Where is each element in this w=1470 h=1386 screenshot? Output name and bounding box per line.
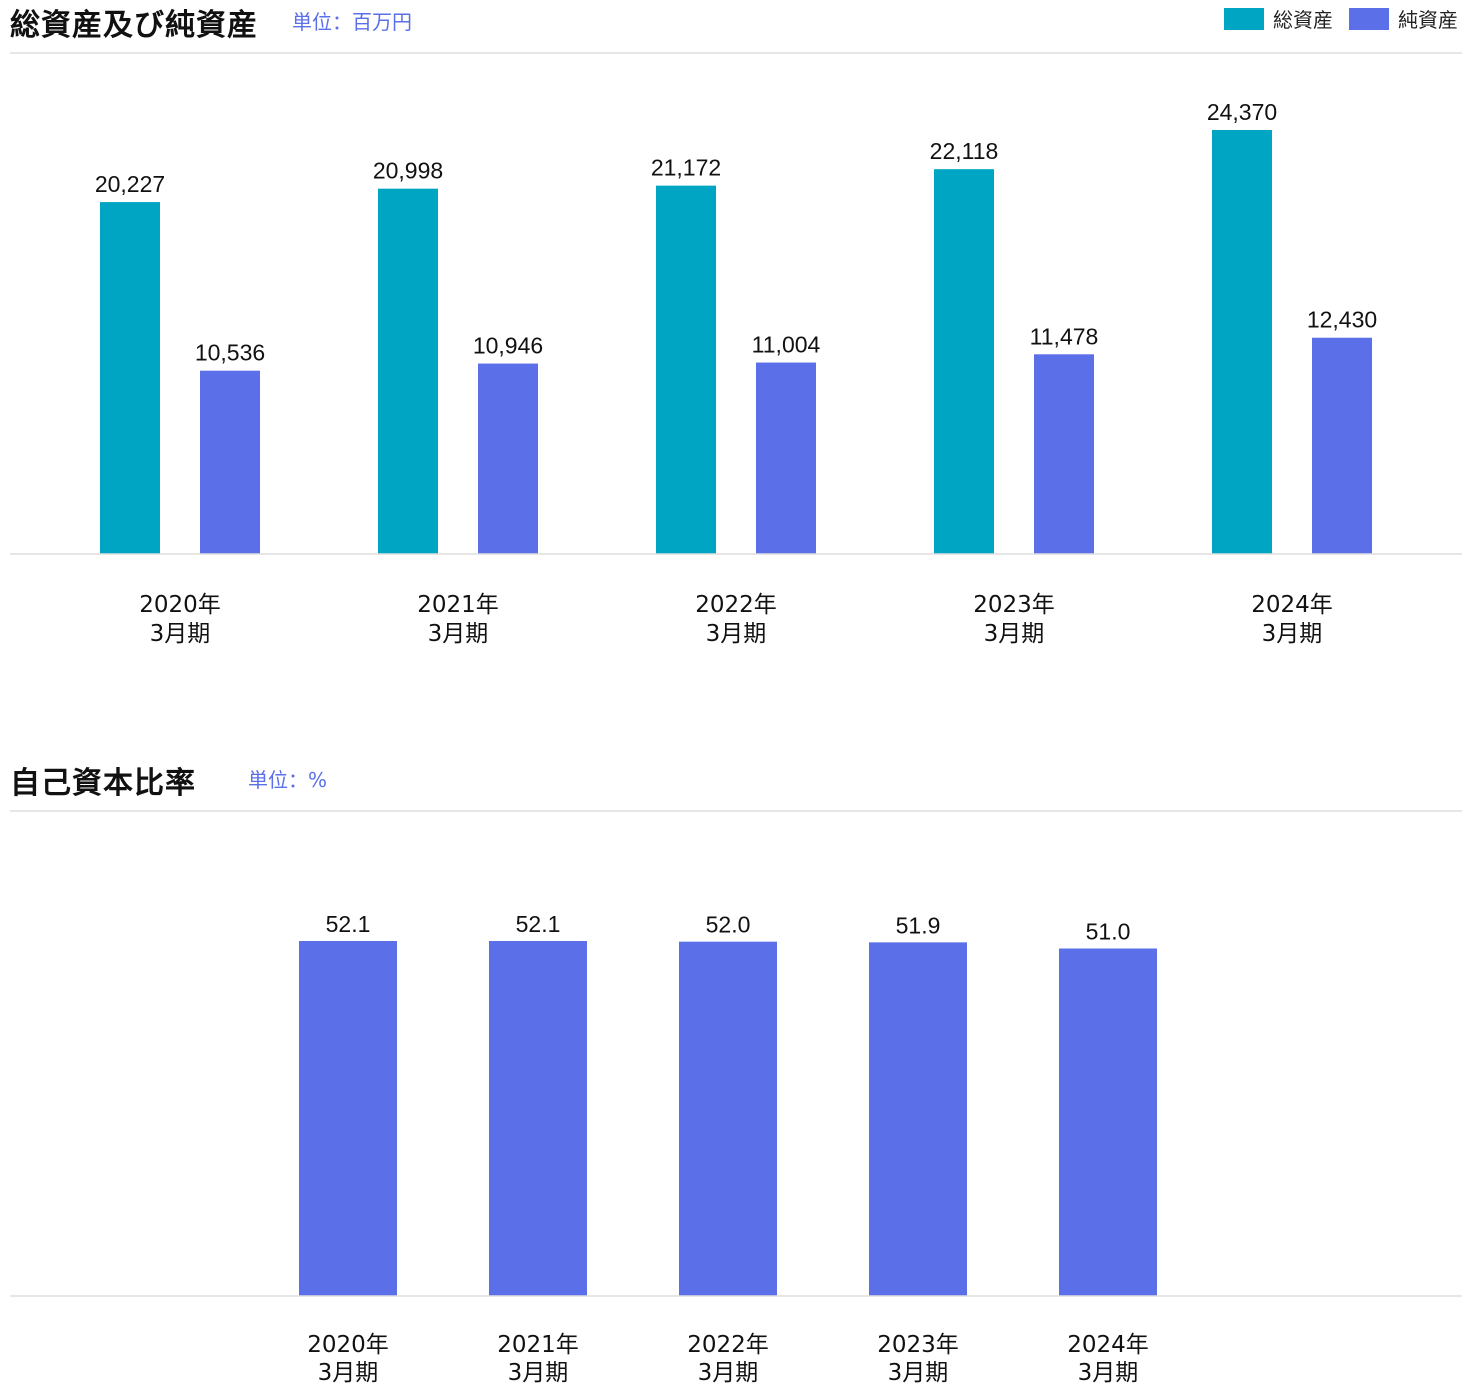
x-tick-label-year: 2020年 — [139, 592, 221, 618]
data-label: 52.1 — [326, 911, 371, 937]
chart2-title: 自己資本比率 — [10, 766, 196, 801]
bar-total-assets — [1212, 130, 1272, 554]
data-label: 11,478 — [1030, 323, 1099, 349]
x-tick-label-period: 3月期 — [888, 1360, 949, 1386]
bar-total-assets — [378, 188, 438, 554]
bar-net-assets — [478, 363, 538, 554]
x-tick-label-period: 3月期 — [698, 1360, 759, 1386]
x-tick-label-period: 3月期 — [1262, 621, 1323, 647]
data-label: 22,118 — [930, 138, 999, 164]
bar-net-assets — [756, 362, 816, 554]
data-label: 20,998 — [373, 158, 443, 184]
x-tick-label-year: 2022年 — [687, 1332, 769, 1358]
x-tick-label-year: 2022年 — [695, 592, 777, 618]
data-label: 51.9 — [896, 912, 941, 938]
bar-total-assets — [934, 169, 994, 555]
x-tick-label-year: 2023年 — [877, 1332, 959, 1358]
x-tick-label-period: 3月期 — [318, 1360, 379, 1386]
bar-net-assets — [1034, 354, 1094, 554]
x-tick-label-period: 3月期 — [1078, 1360, 1139, 1386]
bar-total-assets — [100, 202, 160, 555]
x-tick-label-year: 2024年 — [1067, 1332, 1149, 1358]
data-label: 12,430 — [1307, 307, 1377, 333]
data-label: 21,172 — [651, 155, 721, 181]
data-label: 20,227 — [95, 171, 165, 197]
x-tick-label-year: 2021年 — [417, 592, 499, 618]
bar-total-assets — [656, 185, 716, 555]
legend-swatch-net-assets — [1349, 7, 1389, 30]
data-label: 11,004 — [752, 332, 821, 358]
chart1-legend: 総資産 純資産 — [1208, 4, 1458, 33]
chart2-unit-label: 単位：% — [248, 768, 328, 792]
bar-equity-ratio — [869, 942, 967, 1296]
x-tick-label-period: 3月期 — [428, 621, 489, 647]
bar-equity-ratio — [679, 941, 777, 1296]
bar-equity-ratio — [1059, 948, 1157, 1296]
x-tick-label-period: 3月期 — [706, 621, 767, 647]
x-tick-label-year: 2024年 — [1251, 592, 1333, 618]
legend-label-total-assets: 総資産 — [1273, 8, 1333, 32]
data-label: 51.0 — [1086, 918, 1131, 944]
legend-item-net-assets: 純資産 — [1349, 4, 1458, 33]
x-tick-label-year: 2020年 — [307, 1332, 389, 1358]
data-label: 24,370 — [1207, 99, 1277, 125]
x-tick-label-period: 3月期 — [508, 1360, 569, 1386]
chart1-plot: 20,227 20,998 21,172 22,118 24,370 10,536 10,9… — [10, 52, 1462, 647]
legend-swatch-total-assets — [1224, 7, 1264, 30]
x-tick-label-period: 3月期 — [984, 621, 1045, 647]
bar-net-assets — [200, 370, 260, 554]
legend-item-total-assets: 総資産 — [1224, 4, 1333, 33]
bar-net-assets — [1312, 337, 1372, 554]
x-tick-label-period: 3月期 — [150, 621, 211, 647]
data-label: 10,536 — [195, 340, 265, 366]
x-tick-label-year: 2023年 — [973, 592, 1055, 618]
chart1-unit-label: 単位：百万円 — [292, 10, 412, 34]
bar-equity-ratio — [299, 941, 397, 1296]
data-label: 52.0 — [706, 912, 751, 938]
chart1-title: 総資産及び純資産 — [10, 8, 258, 43]
data-label: 52.1 — [516, 911, 561, 937]
data-label: 10,946 — [473, 333, 543, 359]
legend-label-net-assets: 純資産 — [1398, 8, 1458, 32]
x-tick-label-year: 2021年 — [497, 1332, 579, 1358]
bar-equity-ratio — [489, 941, 587, 1296]
